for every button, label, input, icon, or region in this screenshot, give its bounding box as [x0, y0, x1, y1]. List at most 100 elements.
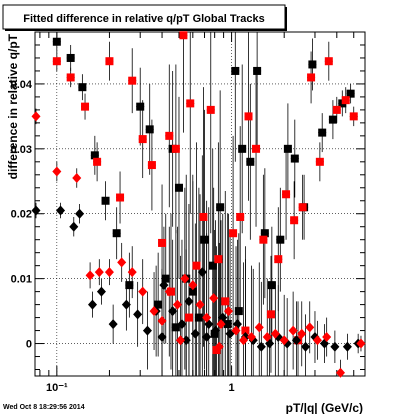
square-marker — [283, 144, 292, 153]
square-marker — [179, 31, 188, 40]
axis-ticks — [35, 31, 365, 376]
square-marker — [253, 66, 262, 75]
diamond-marker — [85, 270, 95, 281]
diamond-marker — [246, 332, 256, 343]
diamond-marker — [69, 221, 79, 232]
diamond-marker — [168, 306, 178, 317]
diamond-marker — [322, 332, 332, 343]
diamond-marker — [336, 367, 346, 378]
y-tick-label: 0 — [26, 339, 32, 351]
diamond-marker — [31, 205, 41, 216]
diamond-marker — [231, 325, 241, 336]
square-marker — [161, 274, 170, 283]
diamond-marker — [138, 286, 148, 297]
diamond-marker — [270, 328, 280, 339]
diamond-marker — [197, 267, 207, 278]
diamond-marker — [342, 341, 352, 352]
diamond-marker — [305, 322, 315, 333]
square-marker — [276, 235, 285, 244]
square-marker — [307, 73, 316, 82]
square-marker — [349, 112, 358, 121]
square-marker — [223, 320, 232, 329]
square-marker — [290, 216, 299, 225]
square-marker — [236, 212, 245, 221]
diamond-marker — [214, 341, 224, 352]
square-marker — [200, 235, 209, 244]
diamond-marker — [104, 267, 114, 278]
square-marker — [266, 310, 275, 319]
square-marker — [252, 144, 261, 153]
diamond-marker — [108, 319, 118, 330]
diamond-marker — [133, 309, 143, 320]
diamond-marker — [96, 286, 106, 297]
square-marker — [241, 326, 250, 335]
y-tick-label: 0.04 — [11, 79, 33, 91]
tick-labels: 0 0.01 0.02 0.03 0.04 10⁻¹ 1 — [11, 79, 235, 394]
square-marker — [93, 157, 102, 166]
square-marker — [147, 161, 156, 170]
square-marker — [128, 76, 137, 85]
y-tick-label: 0.01 — [11, 274, 32, 286]
square-marker — [298, 203, 307, 212]
x-tick-label: 10⁻¹ — [46, 382, 68, 394]
square-marker — [274, 255, 283, 264]
square-marker — [238, 144, 247, 153]
diamond-marker — [223, 306, 233, 317]
square-marker — [81, 102, 90, 111]
square-marker — [90, 151, 99, 160]
diamond-marker — [188, 280, 198, 291]
square-marker — [229, 229, 238, 238]
diamond-marker — [190, 328, 200, 339]
diamond-marker — [121, 299, 131, 310]
chart-title: Fitted difference in relative q/pT Globa… — [23, 13, 264, 25]
diamond-marker — [180, 273, 190, 284]
diamond-marker — [202, 312, 212, 323]
square-marker — [171, 323, 180, 332]
square-marker — [52, 37, 61, 46]
diamond-marker — [291, 335, 301, 346]
square-marker — [116, 193, 125, 202]
diamond-marker — [142, 325, 152, 336]
diamond-marker — [31, 111, 41, 122]
square-marker — [52, 57, 61, 66]
diamond-marker — [195, 299, 205, 310]
square-marker — [208, 261, 217, 270]
square-marker — [125, 281, 134, 290]
square-marker — [324, 57, 333, 66]
square-marker — [318, 128, 327, 137]
square-marker — [212, 346, 221, 355]
data-markers — [31, 31, 366, 378]
x-axis-label: pT/|q| (GeV/c) — [286, 401, 363, 414]
diamond-marker — [177, 319, 187, 330]
diamond-marker — [301, 341, 311, 352]
square-marker — [221, 297, 230, 306]
diamond-marker — [75, 208, 85, 219]
square-marker — [165, 131, 174, 140]
square-marker — [231, 66, 240, 75]
diamond-marker — [157, 315, 167, 326]
diamond-marker — [256, 341, 266, 352]
diamond-marker — [279, 335, 289, 346]
diamond-marker — [56, 205, 66, 216]
square-marker — [145, 125, 154, 134]
square-marker — [199, 212, 208, 221]
diamond-marker — [211, 325, 221, 336]
square-marker — [101, 196, 110, 205]
square-marker — [171, 144, 180, 153]
diamond-marker — [262, 332, 272, 343]
y-tick-label: 0.02 — [11, 209, 32, 221]
square-marker — [315, 157, 324, 166]
square-marker — [267, 281, 276, 290]
diamond-marker — [356, 338, 366, 349]
diamond-marker — [239, 335, 249, 346]
diamond-marker — [117, 257, 127, 268]
diamond-marker — [297, 328, 307, 339]
timestamp-footer: Wed Oct 8 18:29:56 2014 — [3, 404, 85, 411]
square-marker — [105, 57, 114, 66]
square-marker — [332, 105, 341, 114]
square-marker — [214, 255, 223, 264]
square-marker — [282, 190, 291, 199]
square-marker — [341, 96, 350, 105]
diamond-marker — [52, 166, 62, 177]
x-tick-label: 1 — [229, 382, 235, 394]
